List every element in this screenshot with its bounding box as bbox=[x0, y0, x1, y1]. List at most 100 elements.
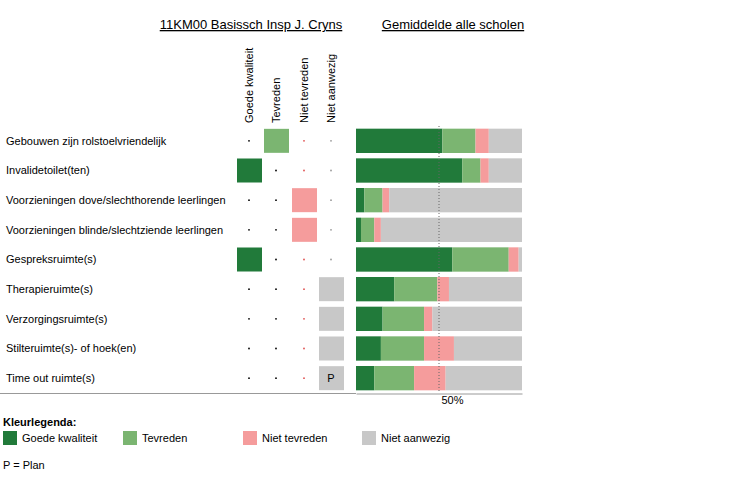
legend-label: Tevreden bbox=[142, 432, 187, 444]
empty-cell-dot bbox=[303, 140, 305, 142]
table-rule bbox=[0, 393, 356, 394]
empty-cell-dot bbox=[330, 199, 332, 201]
column-header: Tevreden bbox=[270, 78, 282, 123]
rating-cell bbox=[292, 218, 317, 242]
grid-line bbox=[439, 126, 440, 393]
bar-segment bbox=[442, 129, 475, 153]
rating-cell bbox=[264, 129, 289, 153]
cell-note: P bbox=[327, 372, 334, 384]
bar-segment bbox=[481, 158, 489, 182]
bar-segment bbox=[509, 247, 519, 271]
page: 11KM00 Basissch Insp J. Cryns Gemiddelde … bbox=[0, 0, 747, 484]
row-label: Voorzieningen dove/slechthorende leerlin… bbox=[6, 194, 226, 206]
row-label: Verzorgingsruimte(s) bbox=[6, 313, 107, 325]
rating-cell bbox=[319, 337, 344, 361]
legend-swatch bbox=[3, 431, 17, 445]
empty-cell-dot bbox=[275, 229, 277, 231]
empty-cell-dot bbox=[248, 199, 250, 201]
rating-cell bbox=[237, 159, 262, 183]
row-label: Gebouwen zijn rolstoelvriendelijk bbox=[6, 135, 167, 147]
empty-cell-dot bbox=[303, 259, 305, 261]
bar-segment bbox=[381, 336, 424, 360]
series-group bbox=[381, 129, 522, 391]
bar-segment bbox=[519, 247, 522, 271]
bar-segment bbox=[424, 307, 432, 331]
legend-swatch bbox=[243, 431, 257, 445]
empty-cell-dot bbox=[330, 259, 332, 261]
bar-segment bbox=[489, 158, 522, 182]
rating-cell bbox=[319, 277, 344, 301]
legend-entry: Niet tevreden bbox=[243, 431, 327, 445]
legend-title: Kleurlegenda: bbox=[3, 416, 76, 428]
bar-segment bbox=[476, 129, 489, 153]
row-label: Therapieruimte(s) bbox=[6, 283, 93, 295]
empty-cell-dot bbox=[275, 377, 277, 379]
empty-cell-dot bbox=[303, 170, 305, 172]
empty-cell-dot bbox=[330, 170, 332, 172]
column-header: Niet aanwezig bbox=[325, 54, 337, 123]
empty-cell-dot bbox=[248, 318, 250, 320]
column-header: Niet tevreden bbox=[298, 58, 310, 123]
tick: 50% bbox=[440, 394, 464, 407]
bar-segment bbox=[356, 218, 361, 242]
empty-cell-dot bbox=[275, 170, 277, 172]
axis-line bbox=[357, 394, 523, 395]
bar-segment bbox=[356, 366, 374, 390]
empty-cell-dot bbox=[275, 318, 277, 320]
bar-segment bbox=[381, 218, 522, 242]
bar-segment bbox=[389, 188, 522, 212]
legend-swatch bbox=[362, 431, 376, 445]
bar-segment bbox=[394, 277, 437, 301]
chart-title: Gemiddelde alle scholen bbox=[382, 17, 524, 32]
empty-cell-dot bbox=[303, 288, 305, 290]
bar-segment bbox=[361, 218, 374, 242]
rating-cell bbox=[237, 248, 262, 272]
legend-label: Niet tevreden bbox=[262, 432, 327, 444]
empty-cell-dot bbox=[275, 199, 277, 201]
empty-cell-dot bbox=[248, 229, 250, 231]
legend-entry: Goede kwaliteit bbox=[3, 431, 97, 445]
bar-segment bbox=[356, 247, 452, 271]
series-group bbox=[356, 129, 462, 391]
bar-segment bbox=[449, 277, 522, 301]
bar-segment bbox=[452, 247, 508, 271]
column-header: Goede kwaliteit bbox=[243, 48, 255, 123]
bar-segment bbox=[489, 129, 522, 153]
rating-cell bbox=[292, 188, 317, 212]
legend-label: Goede kwaliteit bbox=[22, 432, 97, 444]
row-label: Invalidetoilet(ten) bbox=[6, 164, 90, 176]
empty-cell-dot bbox=[330, 140, 332, 142]
empty-cell-dot bbox=[248, 288, 250, 290]
bar-segment bbox=[446, 366, 522, 390]
empty-cell-dot bbox=[248, 348, 250, 350]
bar-segment bbox=[414, 366, 446, 390]
row-label: Time out ruimte(s) bbox=[6, 372, 95, 384]
plot-area bbox=[356, 126, 522, 393]
bar-segment bbox=[356, 307, 383, 331]
bar-segment bbox=[374, 366, 414, 390]
empty-cell-dot bbox=[275, 259, 277, 261]
rating-cell bbox=[319, 307, 344, 331]
grid bbox=[439, 126, 440, 393]
row-label: Stilteruimte(s)- of hoek(en) bbox=[6, 342, 136, 354]
empty-cell-dot bbox=[330, 229, 332, 231]
legend-note: P = Plan bbox=[3, 459, 45, 471]
legend-entry: Niet aanwezig bbox=[362, 431, 450, 445]
empty-cell-dot bbox=[303, 348, 305, 350]
tick-label: 50% bbox=[442, 394, 464, 406]
bar-segment bbox=[462, 158, 480, 182]
bar-segment bbox=[364, 188, 382, 212]
row-label: Gespreksruimte(s) bbox=[6, 253, 96, 265]
empty-cell-dot bbox=[248, 377, 250, 379]
bar-segment bbox=[383, 307, 425, 331]
bar-segment bbox=[356, 336, 381, 360]
bar-segment bbox=[356, 188, 364, 212]
table-title: 11KM00 Basissch Insp J. Cryns bbox=[160, 17, 343, 32]
bar-segment bbox=[356, 277, 394, 301]
empty-cell-dot bbox=[275, 348, 277, 350]
empty-cell-dot bbox=[303, 318, 305, 320]
empty-cell-dot bbox=[275, 288, 277, 290]
x-axis: 50% bbox=[357, 394, 523, 407]
legend-swatch bbox=[123, 431, 137, 445]
row-label: Voorzieningen blinde/slechtziende leerli… bbox=[6, 224, 223, 236]
